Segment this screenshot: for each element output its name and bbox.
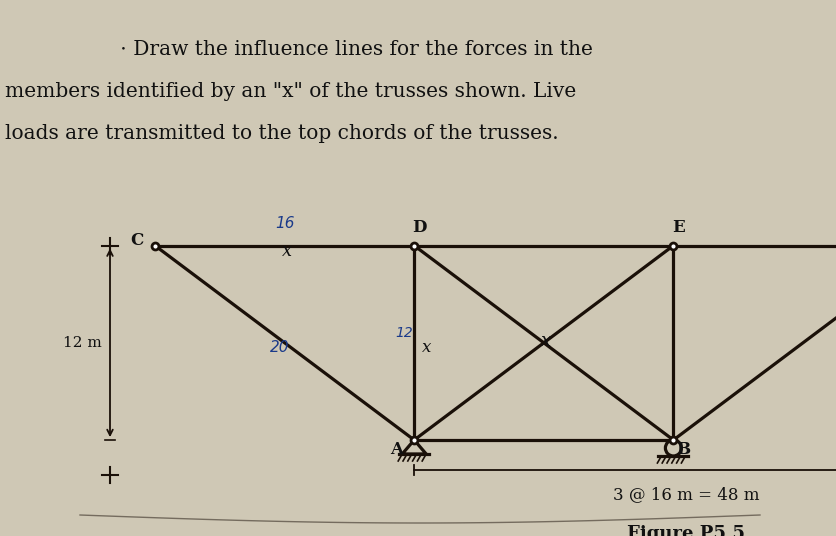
Text: E: E	[671, 219, 684, 236]
Text: x: x	[281, 242, 291, 259]
Text: ⋅ Draw the influence lines for the forces in the: ⋅ Draw the influence lines for the force…	[120, 40, 592, 59]
Text: x: x	[540, 332, 550, 350]
Text: 3 @ 16 m = 48 m: 3 @ 16 m = 48 m	[612, 486, 758, 503]
Text: 16: 16	[274, 216, 294, 231]
Text: D: D	[411, 219, 426, 236]
Text: loads are transmitted to the top chords of the trusses.: loads are transmitted to the top chords …	[5, 124, 558, 143]
Text: members identified by an "x" of the trusses shown. Live: members identified by an "x" of the trus…	[5, 82, 575, 101]
Text: B: B	[675, 442, 690, 458]
Text: C: C	[130, 232, 144, 249]
Text: x: x	[421, 339, 431, 356]
Text: 12: 12	[395, 326, 413, 340]
Text: A: A	[390, 442, 402, 458]
Text: Figure P5.5: Figure P5.5	[626, 525, 744, 536]
Text: 12 m: 12 m	[63, 336, 101, 350]
Text: 20: 20	[269, 340, 289, 355]
